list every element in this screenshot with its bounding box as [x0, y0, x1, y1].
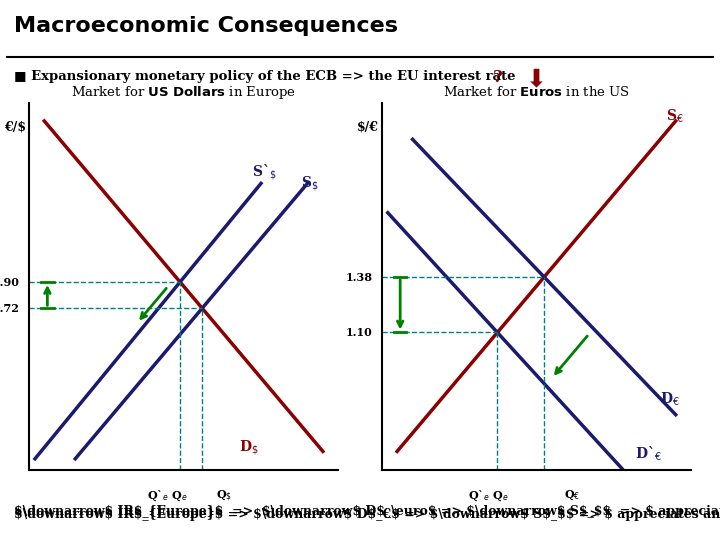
Text: D$_{\$}$: D$_{\$}$	[239, 438, 259, 457]
Text: ⬇: ⬇	[526, 68, 546, 91]
Text: S`$_{\$}$: S`$_{\$}$	[252, 162, 276, 182]
Text: Q$_\$$: Q$_\$$	[216, 488, 232, 504]
Title: Market for $\bf{Euros}$ in the US: Market for $\bf{Euros}$ in the US	[443, 85, 630, 99]
Text: $\downarrow$ IR$_{Europe}$ => $\downarrow$ D$_€$ => $\downarrow$ S$_\$$ => $ app: $\downarrow$ IR$_{Europe}$ => $\downarro…	[14, 508, 720, 521]
Text: Macroeconomic Consequences: Macroeconomic Consequences	[14, 16, 398, 36]
Text: D`$_€$: D`$_€$	[636, 445, 662, 463]
Text: 0.72: 0.72	[0, 303, 19, 314]
Text: €/$: €/$	[4, 121, 26, 134]
Text: 0.90: 0.90	[0, 276, 19, 288]
Text: Q$_€$: Q$_€$	[564, 488, 580, 502]
Title: Market for $\bf{US\ Dollars}$ in Europe: Market for $\bf{US\ Dollars}$ in Europe	[71, 84, 296, 100]
Text: ■ Expansionary monetary policy of the ECB => the EU interest rate: ■ Expansionary monetary policy of the EC…	[14, 70, 521, 83]
Text: 1.38: 1.38	[346, 272, 372, 282]
Text: 1.10: 1.10	[346, 327, 372, 338]
Text: $/€: $/€	[357, 121, 379, 134]
Text: S$_€$: S$_€$	[667, 108, 684, 125]
Text: S$_{\$}$: S$_{\$}$	[301, 174, 319, 193]
Text: ?: ?	[493, 69, 503, 86]
Text: $\downarrow$ IR$_{Europe}$  =>  $\downarrow$ D$_\euro$ => $\downarrow$ S$_\$$  =: $\downarrow$ IR$_{Europe}$ => $\downarro…	[14, 505, 720, 518]
Text: Q`$_e$ Q$_e$: Q`$_e$ Q$_e$	[148, 488, 188, 503]
Text: Q`$_e$ Q$_e$: Q`$_e$ Q$_e$	[468, 488, 508, 503]
Text: D$_€$: D$_€$	[660, 391, 680, 408]
